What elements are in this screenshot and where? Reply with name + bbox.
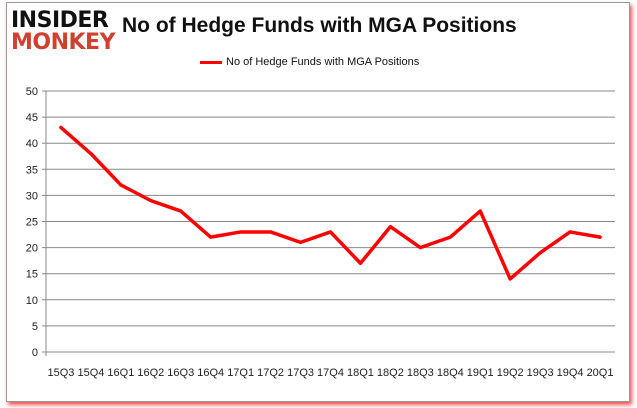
data-point <box>418 246 422 250</box>
x-tick-label: 15Q4 <box>77 367 104 379</box>
chart-frame <box>6 2 630 402</box>
data-point <box>179 209 183 213</box>
x-tick-label: 19Q1 <box>467 367 494 379</box>
y-tick-label: 25 <box>26 217 38 229</box>
x-tick-label: 19Q4 <box>557 367 584 379</box>
data-point <box>598 235 602 239</box>
legend: No of Hedge Funds with MGA Positions <box>200 56 419 68</box>
insider-monkey-logo: INSIDER MONKEY <box>11 8 116 55</box>
y-tick-label: 15 <box>26 269 38 281</box>
data-point <box>329 230 332 234</box>
y-tick-label: 45 <box>26 112 38 124</box>
x-tick-label: 19Q3 <box>527 367 554 379</box>
y-tick-label: 35 <box>26 164 38 176</box>
data-point <box>149 199 153 203</box>
x-tick-label: 18Q3 <box>407 367 434 379</box>
x-tick-label: 17Q3 <box>287 367 314 379</box>
data-point <box>448 235 452 239</box>
data-point <box>269 230 273 234</box>
x-tick-label: 18Q4 <box>437 367 464 379</box>
series-line <box>59 125 602 281</box>
y-tick-label: 20 <box>26 243 38 255</box>
logo-line1: INSIDER <box>11 8 109 33</box>
logo-line2: MONKEY <box>11 30 116 55</box>
y-tick-label: 10 <box>26 295 38 307</box>
x-tick-label: 16Q3 <box>167 367 194 379</box>
data-point <box>508 277 512 281</box>
data-point <box>538 251 542 255</box>
x-tick-label: 16Q2 <box>137 367 164 379</box>
legend-label: No of Hedge Funds with MGA Positions <box>226 56 420 68</box>
x-tick-label: 19Q2 <box>497 367 524 379</box>
data-point <box>239 230 243 234</box>
chart-title: No of Hedge Funds with MGA Positions <box>122 14 517 37</box>
data-point <box>89 152 93 156</box>
y-tick-label: 30 <box>26 190 38 202</box>
data-point <box>478 209 482 213</box>
data-point <box>119 183 123 187</box>
x-tick-label: 17Q2 <box>257 367 284 379</box>
y-tick-label: 5 <box>32 321 38 333</box>
legend-swatch <box>200 60 222 64</box>
data-point <box>568 230 572 234</box>
data-point <box>299 240 303 244</box>
y-tick-label: 0 <box>32 347 38 359</box>
data-point <box>209 235 213 239</box>
y-tick-label: 40 <box>26 138 38 150</box>
x-tick-label: 18Q1 <box>347 367 374 379</box>
x-tick-label: 15Q3 <box>48 367 75 379</box>
x-tick-label: 17Q4 <box>317 367 344 379</box>
data-point <box>59 126 63 130</box>
x-tick-label: 18Q2 <box>377 367 404 379</box>
x-tick-label: 16Q1 <box>107 367 134 379</box>
x-tick-label: 17Q1 <box>227 367 254 379</box>
data-point <box>358 261 362 265</box>
x-tick-label: 20Q1 <box>587 367 614 379</box>
x-tick-label: 16Q4 <box>197 367 224 379</box>
y-tick-label: 50 <box>26 86 38 98</box>
data-point <box>388 225 392 229</box>
